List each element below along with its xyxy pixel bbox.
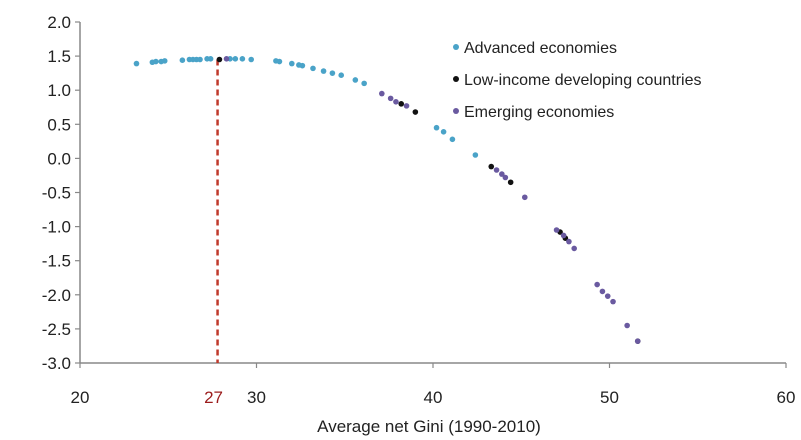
- point-emerging: [566, 238, 572, 245]
- annotation-label: 27: [204, 388, 223, 407]
- point-emerging: [502, 174, 509, 181]
- x-axis-ticks: 20 30 40 50 60: [71, 363, 796, 407]
- point-advanced: [248, 56, 255, 63]
- data-points: [133, 56, 641, 344]
- point-emerging: [223, 56, 230, 62]
- point-advanced: [161, 58, 168, 64]
- point-emerging: [379, 90, 385, 97]
- point-emerging: [521, 194, 528, 201]
- y-axis-ticks: 2.0 1.5 1.0 0.5 0.0 -0.5 -1.0 -1.5 -2.0 -2.5 -3.0: [42, 13, 80, 373]
- legend-marker-emerging: [453, 108, 459, 114]
- y-tick-label: 1.5: [47, 47, 71, 66]
- point-emerging: [387, 95, 394, 102]
- legend-marker-advanced: [453, 44, 459, 50]
- y-tick-label: 0.5: [47, 115, 71, 134]
- y-tick-label: -1.5: [42, 252, 71, 271]
- point-advanced: [433, 124, 440, 131]
- point-low-income: [507, 179, 514, 186]
- point-advanced: [289, 60, 295, 67]
- point-low-income: [488, 163, 495, 170]
- point-emerging: [624, 322, 630, 329]
- point-advanced: [179, 57, 186, 63]
- point-advanced: [276, 58, 283, 65]
- point-advanced: [440, 129, 447, 135]
- x-tick-label: 30: [247, 388, 266, 407]
- x-tick-label: 20: [71, 388, 90, 407]
- point-advanced: [133, 60, 140, 67]
- x-tick-label: 40: [424, 388, 443, 407]
- point-low-income: [398, 101, 405, 107]
- point-emerging: [493, 167, 500, 173]
- point-emerging: [604, 293, 611, 299]
- point-emerging: [403, 103, 410, 109]
- point-emerging: [560, 232, 567, 239]
- point-advanced: [472, 152, 479, 158]
- y-tick-label: 2.0: [47, 13, 71, 32]
- point-advanced: [352, 77, 359, 83]
- point-advanced: [299, 62, 306, 69]
- point-low-income: [216, 56, 223, 63]
- x-axis-label: Average net Gini (1990-2010): [317, 417, 541, 436]
- point-emerging: [393, 98, 399, 105]
- legend-label-low-income: Low-income developing countries: [464, 72, 701, 89]
- point-advanced: [153, 58, 159, 65]
- point-advanced: [310, 65, 316, 72]
- point-emerging: [599, 288, 606, 295]
- y-tick-label: -1.0: [42, 218, 71, 237]
- point-emerging: [634, 338, 641, 344]
- y-tick-label: 0.0: [47, 149, 71, 168]
- point-advanced: [329, 70, 336, 76]
- point-advanced: [207, 56, 214, 62]
- x-tick-label: 50: [600, 388, 619, 407]
- point-advanced: [239, 56, 246, 62]
- plot-area: 2.01.51.00.50.0-0.5-1.0-1.5-2.0-2.5-3.0 …: [42, 13, 796, 407]
- x-tick-label: 60: [777, 388, 796, 407]
- point-emerging: [553, 227, 560, 233]
- point-emerging: [594, 281, 600, 288]
- point-advanced: [232, 56, 239, 62]
- point-advanced: [320, 68, 327, 74]
- legend: Advanced economies Low-income developing…: [453, 40, 701, 121]
- point-advanced: [449, 136, 456, 143]
- legend-marker-low-income: [453, 76, 459, 82]
- point-low-income: [412, 109, 419, 115]
- point-emerging: [499, 171, 505, 177]
- point-advanced: [361, 80, 367, 87]
- y-tick-label: -2.5: [42, 320, 71, 339]
- point-advanced: [197, 56, 203, 63]
- y-tick-label: -0.5: [42, 184, 71, 203]
- point-emerging: [610, 298, 616, 305]
- y-tick-label: -2.0: [42, 286, 71, 305]
- y-tick-label: 1.0: [47, 81, 71, 100]
- legend-label-emerging: Emerging economies: [464, 104, 614, 121]
- point-advanced: [338, 72, 345, 78]
- legend-label-advanced: Advanced economies: [464, 40, 617, 57]
- y-tick-label: -3.0: [42, 354, 71, 373]
- point-emerging: [571, 245, 577, 252]
